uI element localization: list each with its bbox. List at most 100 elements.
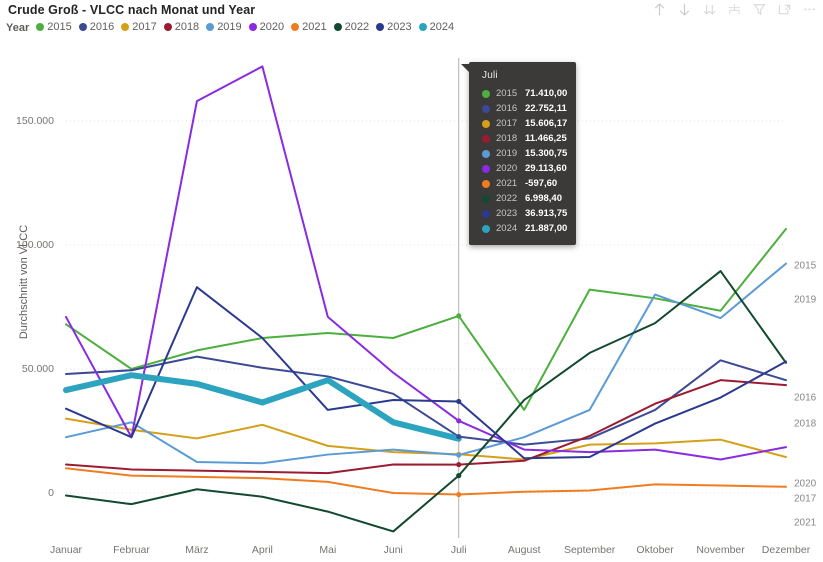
tooltip-value: 15.300,75 [525,148,568,159]
legend-color-dot [376,23,385,31]
series-line-2023[interactable] [65,286,787,460]
legend-item-label: 2023 [387,21,412,33]
legend-color-dot [418,23,427,31]
series-end-label-2018: 2018 [794,418,817,430]
tooltip-year-label: 2020 [496,163,518,174]
tooltip-color-dot [482,209,490,218]
tooltip-color-dot [482,119,490,128]
tooltip-value: 36.913,75 [525,208,568,219]
x-axis-tick-label: August [507,544,541,556]
tooltip-row: 2018 11.466,25 [469,131,576,146]
x-axis-tick-label: März [185,544,209,556]
tooltip-row: 2023 36.913,75 [469,206,576,221]
legend-item-label: 2018 [174,21,200,33]
tooltip-year-label: 2016 [496,103,518,114]
data-point-marker-2021[interactable] [456,491,462,498]
data-point-marker-2015[interactable] [456,313,462,319]
series-end-label-2021: 2021 [794,517,817,529]
drill-down-icon[interactable] [677,2,692,17]
x-axis-tick-label: Januar [49,544,83,556]
tooltip-color-dot [482,134,490,143]
legend-item-label: 2015 [47,21,72,33]
line-chart-svg [63,58,787,538]
series-line-2016[interactable] [65,355,787,446]
x-axis-tick-label: Juli [450,544,467,556]
page-title: Crude Groß - VLCC nach Monat und Year [8,3,256,17]
filter-icon[interactable] [752,2,767,17]
y-axis-tick-label: 50.000 [21,363,54,375]
data-point-marker-2018[interactable] [456,461,462,468]
tooltip-value: 29.113,60 [525,163,567,174]
series-line-2019[interactable] [65,262,787,465]
legend-item-2020[interactable]: 2020 [248,21,284,33]
tooltip-row: 2022 6.998,40 [469,191,576,206]
tooltip-row: 2016 22.752,11 [469,101,576,116]
legend-item-2021[interactable]: 2021 [291,21,327,33]
x-axis-tick-label: Februar [113,544,150,556]
series-end-label-2019: 2019 [794,294,817,306]
tooltip-value: 6.998,40 [525,193,562,204]
legend-item-2019[interactable]: 2019 [206,21,242,33]
tooltip-row: 2015 71.410,00 [469,86,576,101]
data-point-marker-2023[interactable] [456,398,462,405]
x-axis-tick-label: Dezember [761,544,811,556]
data-point-marker-2016[interactable] [456,433,462,440]
legend-color-dot [333,23,342,31]
tooltip-value: -597,60 [525,178,558,189]
legend-item-2024[interactable]: 2024 [418,21,455,33]
x-axis-tick-label: November [696,544,745,556]
more-options-icon[interactable] [802,2,817,17]
legend-item-label: 2017 [132,21,157,33]
tooltip-row: 2024 21.887,00 [469,221,576,236]
tooltip-year-label: 2017 [496,118,518,129]
series-line-2022[interactable] [65,270,787,533]
legend-item-label: 2019 [217,21,242,33]
series-line-2020[interactable] [65,65,787,461]
legend-item-2022[interactable]: 2022 [333,21,369,33]
legend-item-2017[interactable]: 2017 [121,21,157,33]
tooltip-row: 2019 15.300,75 [469,146,576,161]
focus-mode-icon[interactable] [777,2,792,17]
tooltip-value: 71.410,00 [525,88,568,99]
data-point-marker-2022[interactable] [456,473,462,479]
tooltip-color-dot [482,164,490,173]
series-end-label-2016: 2016 [794,392,817,404]
data-point-marker-2019[interactable] [456,452,462,458]
legend-item-2018[interactable]: 2018 [163,21,200,33]
tooltip-year-label: 2021 [496,178,518,189]
legend-color-dot [206,23,215,31]
drill-up-icon[interactable] [652,2,667,17]
tooltip-color-dot [482,179,490,188]
legend-item-2015[interactable]: 2015 [36,21,72,33]
drill-mode-hierarchy-icon[interactable] [727,2,742,17]
chart-plot-area[interactable]: Durchschnitt von VLCC 0 50.000 100.000 150.… [0,38,823,562]
tooltip-color-dot [482,194,490,203]
tooltip-color-dot [482,149,490,158]
x-axis-tick-label: September [563,544,616,556]
tooltip-color-dot [482,89,490,98]
legend-item-label: 2016 [89,21,115,33]
expand-all-down-icon[interactable] [702,2,717,17]
series-line-2024[interactable] [63,372,462,442]
series-line-2015[interactable] [65,227,787,411]
tooltip-value: 22.752,11 [525,103,567,114]
series-end-label-2015: 2015 [794,260,817,272]
x-axis-tick-label: Mai [319,544,337,556]
visual-toolbar [652,2,817,17]
tooltip-row: 2020 29.113,60 [469,161,576,176]
legend: Year 2015 2016 2017 2018 2019 2020 2021 2022 202… [6,21,461,34]
tooltip-value: 15.606,17 [525,118,568,129]
legend-color-dot [36,23,45,31]
legend-item-label: 2024 [429,21,455,33]
tooltip-year-label: 2015 [496,88,518,99]
series-line-2018[interactable] [65,379,787,475]
legend-item-2023[interactable]: 2023 [376,21,412,33]
x-axis-tick-label: Juni [383,544,403,556]
y-axis-tick-label: 0 [48,487,54,499]
data-point-marker-2020[interactable] [456,418,462,424]
legend-item-2016[interactable]: 2016 [78,21,115,33]
y-axis-tick-label: 100.000 [16,239,54,251]
series-line-2021[interactable] [65,467,787,496]
tooltip: Juli 2015 71.410,00 2016 22.752,11 2017 15.60… [461,62,576,245]
legend-color-dot [291,23,300,31]
